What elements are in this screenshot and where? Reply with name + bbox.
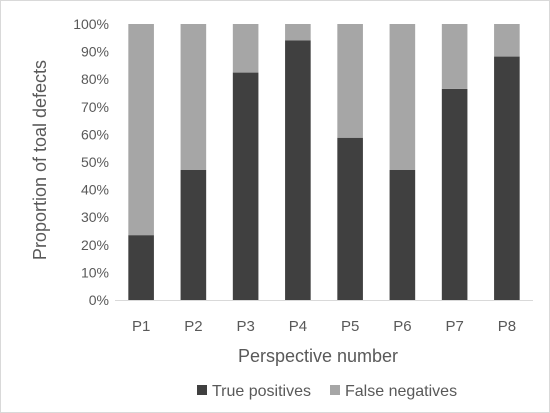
bars <box>128 24 520 301</box>
x-tick-label: P2 <box>184 318 202 335</box>
bar-segment-true-positives <box>232 72 259 301</box>
y-tick-label: 40% <box>81 182 109 198</box>
x-tick-label: P5 <box>341 318 359 335</box>
bar-segment-true-positives <box>337 137 363 300</box>
bar-segment-false-negatives <box>232 24 259 73</box>
bar-segment-true-positives <box>285 40 311 301</box>
y-tick-label: 20% <box>81 237 109 253</box>
x-tick-label: P7 <box>445 318 463 335</box>
legend: True positives False negatives <box>197 383 457 400</box>
x-axis-label: Perspective number <box>238 346 398 366</box>
y-tick-labels: 0% 10% 20% 30% 40% 50% 60% 70% 80% 90% 100% <box>73 16 109 308</box>
y-tick-label: 100% <box>73 16 109 32</box>
y-tick-label: 70% <box>81 99 109 115</box>
bar-segment-true-positives <box>441 88 468 300</box>
bar-segment-false-negatives <box>441 24 468 89</box>
bar-segment-true-positives <box>389 170 416 300</box>
legend-label: False negatives <box>345 383 457 400</box>
x-tick-labels: P1 P2 P3 P4 P5 P6 P7 P8 <box>132 318 516 335</box>
bar-segment-false-negatives <box>337 24 363 138</box>
bar-segment-true-positives <box>494 56 520 301</box>
y-tick-label: 10% <box>81 264 109 280</box>
x-tick-label: P8 <box>498 318 516 335</box>
x-tick-label: P4 <box>289 318 307 335</box>
bar-segment-true-positives <box>180 170 207 300</box>
legend-swatch <box>330 385 340 395</box>
x-tick-label: P3 <box>236 318 254 335</box>
y-tick-label: 50% <box>81 154 109 170</box>
x-tick-label: P1 <box>132 318 150 335</box>
legend-swatch <box>197 385 207 395</box>
bar-segment-false-negatives <box>128 24 154 236</box>
y-axis-label: Proportion of toal defects <box>30 60 50 260</box>
y-tick-label: 80% <box>81 71 109 87</box>
bar-segment-false-negatives <box>494 24 520 57</box>
bar-segment-false-negatives <box>180 24 207 171</box>
bar-segment-true-positives <box>128 235 154 300</box>
y-tick-label: 90% <box>81 44 109 60</box>
bar-segment-false-negatives <box>389 24 416 171</box>
y-tick-label: 60% <box>81 126 109 142</box>
x-tick-label: P6 <box>393 318 411 335</box>
y-tick-label: 30% <box>81 209 109 225</box>
bar-segment-false-negatives <box>285 24 311 41</box>
legend-label: True positives <box>212 383 311 400</box>
y-tick-label: 0% <box>89 292 109 308</box>
